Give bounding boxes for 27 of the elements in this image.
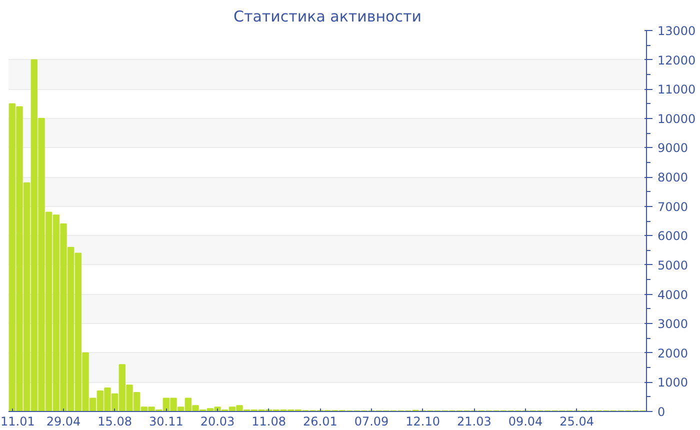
x-tick-label: 26.01 — [302, 414, 338, 428]
y-tick-label: 10000 — [658, 112, 696, 126]
y-tick-label: 4000 — [658, 288, 688, 302]
y-tick-label: 2000 — [658, 346, 688, 360]
y-tick-label: 11000 — [658, 82, 696, 97]
x-tick-label: 11.08 — [252, 414, 286, 428]
y-tick-label: 6000 — [658, 229, 688, 244]
x-tick-label: 30.11 — [148, 414, 184, 428]
x-tick-label: 09.04 — [508, 414, 543, 428]
y-tick-label: 9000 — [658, 141, 688, 156]
x-tick-label: 21.03 — [456, 414, 492, 428]
y-tick-label: 0 — [658, 405, 666, 419]
y-tick-label: 13000 — [658, 24, 696, 38]
y-tick-label: 5000 — [658, 258, 688, 272]
y-tick-label: 12000 — [658, 53, 696, 68]
x-tick-label: 20.03 — [200, 414, 235, 428]
y-tick-label: 1000 — [658, 376, 688, 390]
x-tick-label: 12.10 — [406, 414, 440, 428]
x-tick-label: 29.04 — [46, 414, 81, 428]
x-tick-label: 11.01 — [0, 414, 35, 428]
x-tick-label: 15.08 — [98, 414, 132, 428]
y-tick-label: 8000 — [658, 170, 688, 185]
y-tick-label: 7000 — [658, 200, 688, 214]
chart-title: Статистика активности — [234, 8, 422, 26]
x-tick-label: 25.04 — [560, 414, 594, 428]
x-tick-label: 07.09 — [354, 414, 389, 428]
y-tick-label: 3000 — [658, 317, 688, 332]
